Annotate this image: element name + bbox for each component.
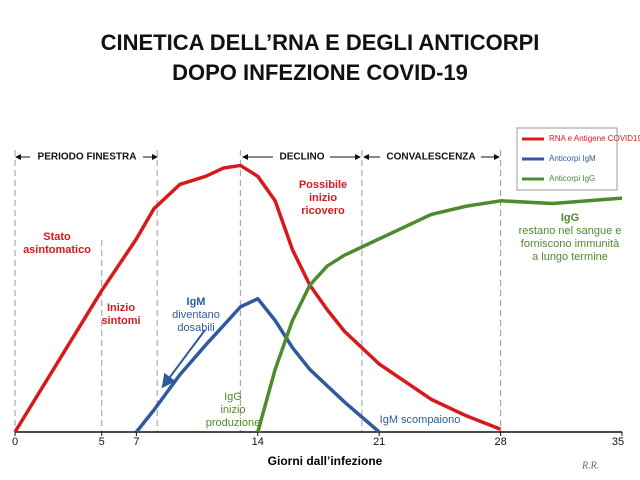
phase-label: PERIODO FINESTRA [38,152,137,163]
x-tick-label: 21 [373,436,385,448]
series-line [256,196,623,433]
x-tick-label: 0 [12,436,18,448]
annotation: a lungo termine [532,251,608,263]
annotation-arrow [161,329,206,389]
annotation: Stato [43,231,71,243]
legend-label: RNA e Antigene COVID19 [549,134,640,143]
phase-label: CONVALESCENZA [386,152,475,163]
annotation: inizio [220,404,245,416]
title-line: DOPO INFEZIONE COVID-19 [172,60,468,85]
annotation: forniscono immunità [521,238,620,250]
title-line: CINETICA DELL’RNA E DEGLI ANTICORPI [101,30,540,55]
annotation: ricovero [301,205,345,217]
annotation: inizio [309,192,337,204]
x-axis-label: Giorni dall’infezione [268,454,383,468]
x-tick-label: 35 [612,436,624,448]
annotation: Possibile [299,179,347,191]
annotation: diventano [172,309,220,321]
series-line [135,296,381,434]
legend-label: Anticorpi IgM [549,154,596,163]
phase-label: DECLINO [280,152,325,163]
x-tick-label: 14 [252,436,264,448]
annotation: IgM scompaiono [380,414,461,426]
annotation: Inizio [107,302,135,314]
series-line [13,163,502,433]
annotation: asintomatico [23,244,91,256]
annotation: dosabili [177,322,214,334]
annotation: IgG [224,391,242,403]
x-tick-label: 5 [99,436,105,448]
signature: R.R. [581,460,599,471]
annotation: IgM [187,296,206,308]
x-tick-label: 28 [494,436,506,448]
annotation: IgG [561,212,579,224]
annotation: produzione [206,417,260,429]
annotation: sintomi [101,315,140,327]
annotation: restano nel sangue e [519,225,622,237]
legend-label: Anticorpi IgG [549,174,595,183]
x-tick-label: 7 [133,436,139,448]
